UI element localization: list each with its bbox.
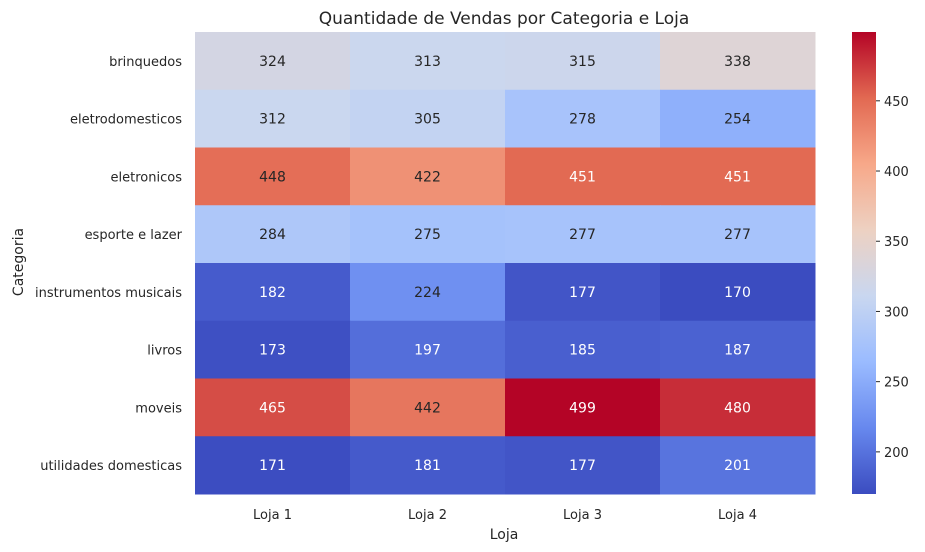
x-tick-label: Loja 2: [408, 508, 447, 523]
heatmap-cell: [350, 263, 506, 322]
cell-value-label: 284: [259, 227, 286, 243]
heatmap-cell: [350, 32, 506, 91]
cell-value-label: 171: [259, 458, 286, 474]
cell-value-label: 312: [259, 112, 286, 128]
x-tick-label: Loja 4: [718, 508, 757, 523]
y-tick-label: eletronicos: [111, 170, 183, 185]
x-tick-labels: Loja 1 Loja 2 Loja 3 Loja 4: [253, 508, 757, 523]
cell-value-label: 465: [259, 400, 286, 416]
cell-value-label: 170: [724, 285, 751, 301]
colorbar-tick-label: 250: [884, 376, 909, 391]
heatmap-cell: [505, 147, 661, 206]
heatmap-cell: [660, 320, 816, 379]
heatmap-cell: [660, 205, 816, 264]
cell-value-label: 278: [569, 112, 596, 128]
heatmap-cell: [195, 205, 351, 264]
heatmap-cell: [505, 263, 661, 322]
cell-value-label: 173: [259, 343, 286, 359]
heatmap-cell: [660, 436, 816, 495]
y-tick-label: brinquedos: [109, 55, 182, 70]
colorbar-tick-label: 300: [884, 305, 909, 320]
cell-value-label: 254: [724, 112, 751, 128]
heatmap-cell: [350, 205, 506, 264]
heatmap-cell: [195, 89, 351, 148]
cell-value-label: 442: [414, 400, 441, 416]
cell-value-label: 277: [724, 227, 751, 243]
cell-value-label: 224: [414, 285, 441, 301]
cell-value-label: 277: [569, 227, 596, 243]
colorbar: 200 250 300 350 400 450: [852, 32, 909, 494]
cell-value-label: 451: [569, 169, 596, 185]
cell-value-label: 338: [724, 54, 751, 70]
y-tick-labels: brinquedos eletrodomesticos eletronicos esp…: [35, 55, 183, 474]
cell-value-label: 185: [569, 343, 596, 359]
y-tick-label: eletrodomesticos: [70, 113, 182, 128]
heatmap-cell: [350, 320, 506, 379]
heatmap-cell: [350, 436, 506, 495]
colorbar-ticks: 200 250 300 350 400 450: [876, 95, 909, 461]
cell-value-label: 177: [569, 458, 596, 474]
heatmap-cell: [660, 89, 816, 148]
heatmap-cell: [660, 263, 816, 322]
colorbar-tick-label: 450: [884, 95, 909, 110]
heatmap-cell: [660, 32, 816, 91]
y-tick-label: livros: [147, 344, 182, 359]
y-tick-label: esporte e lazer: [85, 228, 183, 243]
colorbar-tick-label: 400: [884, 165, 909, 180]
chart-title: Quantidade de Vendas por Categoria e Loj…: [319, 9, 690, 29]
heatmap-cell: [350, 89, 506, 148]
heatmap-cell: [660, 147, 816, 206]
heatmap-cell: [195, 436, 351, 495]
cell-value-label: 480: [724, 400, 751, 416]
y-tick-label: moveis: [135, 401, 182, 416]
colorbar-tick-label: 200: [884, 446, 909, 461]
cell-value-label: 451: [724, 169, 751, 185]
y-axis-label: Categoria: [11, 228, 27, 296]
cell-value-label: 499: [569, 400, 596, 416]
cell-value-label: 177: [569, 285, 596, 301]
colorbar-tick-label: 350: [884, 235, 909, 250]
cell-value-label: 305: [414, 112, 441, 128]
heatmap-cell: [350, 147, 506, 206]
heatmap-cell: [350, 378, 506, 437]
heatmap-cell: [195, 320, 351, 379]
cell-value-label: 324: [259, 54, 286, 70]
heatmap-cell: [505, 378, 661, 437]
heatmap-cell: [505, 436, 661, 495]
y-tick-label: instrumentos musicais: [35, 286, 182, 301]
x-tick-label: Loja 3: [563, 508, 602, 523]
colorbar-gradient: [852, 32, 876, 494]
heatmap-cell: [195, 263, 351, 322]
cell-value-label: 275: [414, 227, 441, 243]
heatmap-cell: [505, 89, 661, 148]
cell-value-label: 187: [724, 343, 751, 359]
heatmap-cell: [505, 205, 661, 264]
heatmap-cell: [195, 147, 351, 206]
cell-value-label: 315: [569, 54, 596, 70]
cell-value-label: 197: [414, 343, 441, 359]
cell-value-label: 201: [724, 458, 751, 474]
x-axis-label: Loja: [490, 527, 519, 543]
heatmap-cells: 324 313 315 338 312 305 278 254 448 422 451 451 284 2…: [195, 32, 816, 495]
cell-value-label: 422: [414, 169, 441, 185]
cell-value-label: 181: [414, 458, 441, 474]
x-tick-label: Loja 1: [253, 508, 292, 523]
heatmap-cell: [505, 32, 661, 91]
heatmap-cell: [505, 320, 661, 379]
cell-value-label: 313: [414, 54, 441, 70]
cell-value-label: 448: [259, 169, 286, 185]
cell-value-label: 182: [259, 285, 286, 301]
y-tick-label: utilidades domesticas: [40, 459, 182, 474]
heatmap-cell: [195, 378, 351, 437]
heatmap-cell: [195, 32, 351, 91]
heatmap-cell: [660, 378, 816, 437]
